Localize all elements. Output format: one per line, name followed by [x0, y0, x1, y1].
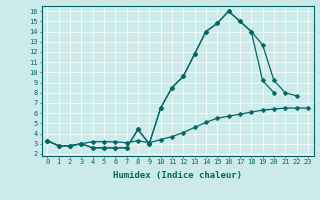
X-axis label: Humidex (Indice chaleur): Humidex (Indice chaleur) — [113, 171, 242, 180]
